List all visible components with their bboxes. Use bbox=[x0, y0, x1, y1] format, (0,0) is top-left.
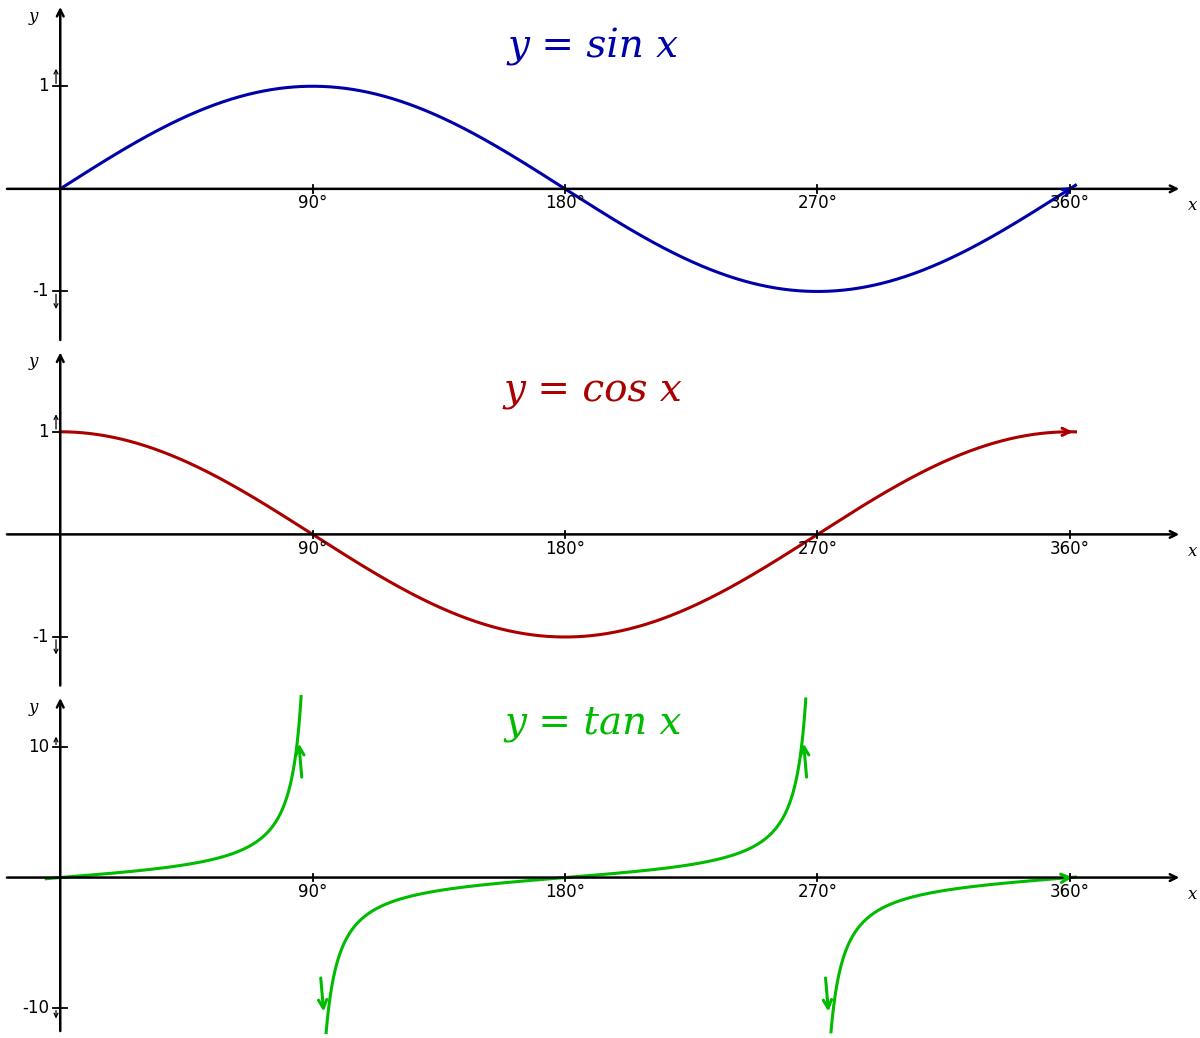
Text: y: y bbox=[29, 7, 38, 25]
Text: 10: 10 bbox=[28, 738, 49, 757]
Text: y = cos x: y = cos x bbox=[504, 374, 683, 410]
Text: 90°: 90° bbox=[298, 882, 328, 901]
Text: 180°: 180° bbox=[545, 194, 586, 212]
Text: 270°: 270° bbox=[798, 882, 838, 901]
Text: -10: -10 bbox=[22, 999, 49, 1017]
Text: 180°: 180° bbox=[545, 540, 586, 557]
Text: 1: 1 bbox=[38, 422, 49, 441]
Text: 360°: 360° bbox=[1050, 194, 1090, 212]
Text: x: x bbox=[1188, 886, 1198, 903]
Text: y = sin x: y = sin x bbox=[508, 28, 678, 65]
Text: 360°: 360° bbox=[1050, 882, 1090, 901]
Text: -1: -1 bbox=[32, 282, 49, 300]
Text: y: y bbox=[29, 353, 38, 371]
Text: y: y bbox=[29, 699, 38, 715]
Text: -1: -1 bbox=[32, 628, 49, 646]
Text: x: x bbox=[1188, 197, 1198, 214]
Text: 360°: 360° bbox=[1050, 540, 1090, 557]
Text: 180°: 180° bbox=[545, 882, 586, 901]
Text: x: x bbox=[1188, 543, 1198, 559]
Text: y = tan x: y = tan x bbox=[504, 706, 682, 742]
Text: 1: 1 bbox=[38, 77, 49, 95]
Text: 270°: 270° bbox=[798, 194, 838, 212]
Text: 90°: 90° bbox=[298, 540, 328, 557]
Text: 90°: 90° bbox=[298, 194, 328, 212]
Text: 270°: 270° bbox=[798, 540, 838, 557]
